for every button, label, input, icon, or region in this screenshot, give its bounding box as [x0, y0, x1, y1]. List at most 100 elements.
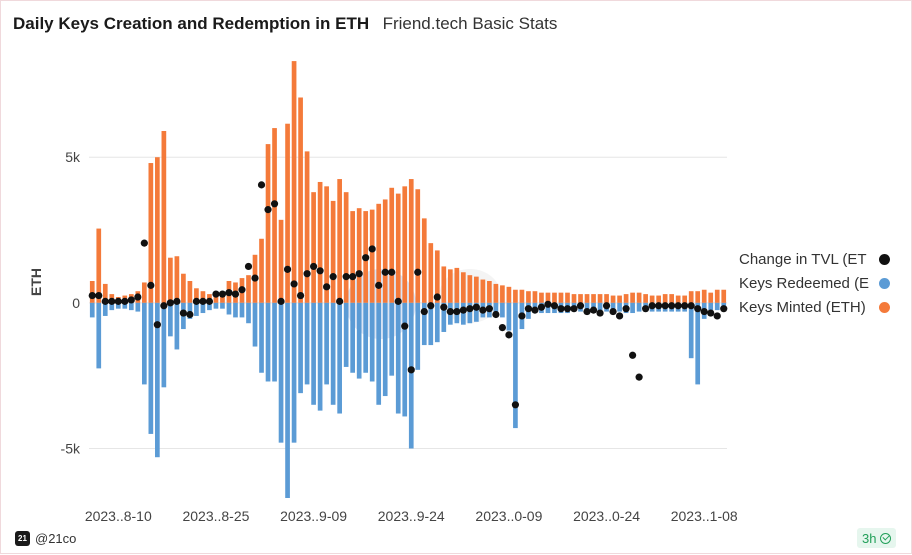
point-change-in-tvl — [238, 286, 246, 294]
point-change-in-tvl — [199, 297, 207, 305]
point-change-in-tvl — [681, 302, 689, 310]
bar-keys-minted — [584, 294, 590, 303]
point-change-in-tvl — [544, 300, 552, 308]
bar-keys-minted — [168, 257, 173, 303]
bar-keys-redeemed — [200, 302, 206, 314]
chart-title: Daily Keys Creation and Redemption in ET… — [13, 14, 370, 33]
point-change-in-tvl — [257, 181, 266, 189]
bar-keys-minted — [623, 294, 629, 303]
point-change-in-tvl — [707, 309, 715, 317]
point-change-in-tvl — [498, 324, 506, 332]
bar-keys-minted — [181, 273, 186, 303]
bar-keys-redeemed — [246, 302, 251, 324]
legend-item[interactable]: Keys Redeemed (E — [739, 271, 890, 295]
bar-keys-minted — [291, 61, 297, 303]
bar-keys-minted — [467, 275, 473, 303]
x-tick-label: 2023..9-09 — [280, 508, 347, 524]
point-change-in-tvl — [147, 281, 155, 289]
bar-keys-minted — [695, 291, 701, 303]
bar-keys-redeemed — [207, 302, 212, 311]
bar-keys-redeemed — [265, 302, 271, 382]
bar-keys-minted — [102, 283, 108, 303]
bar-keys-minted — [382, 199, 388, 303]
bar-keys-redeemed — [233, 302, 238, 318]
legend-item[interactable]: Keys Minted (ETH) — [739, 295, 890, 319]
bar-keys-minted — [701, 289, 707, 303]
check-circle-icon — [880, 532, 892, 544]
bar-keys-minted — [662, 294, 668, 303]
bar-keys-minted — [688, 291, 694, 303]
bar-keys-minted — [285, 123, 290, 303]
bar-keys-minted — [558, 292, 564, 303]
point-change-in-tvl — [375, 281, 383, 289]
bar-keys-minted — [643, 294, 648, 303]
bar-keys-minted — [246, 275, 251, 303]
bar-keys-redeemed — [239, 302, 245, 318]
point-change-in-tvl — [557, 305, 565, 313]
bar-keys-minted — [545, 292, 551, 303]
legend-swatch-icon — [879, 277, 890, 289]
point-change-in-tvl — [661, 302, 669, 310]
bar-keys-redeemed — [304, 302, 310, 385]
point-change-in-tvl — [492, 310, 500, 319]
point-change-in-tvl — [186, 310, 194, 319]
bar-keys-redeemed — [408, 302, 414, 449]
point-change-in-tvl — [589, 306, 598, 314]
bar-keys-redeemed — [617, 302, 622, 312]
x-tick-label: 2023..0-09 — [475, 508, 542, 524]
point-change-in-tvl — [394, 297, 402, 305]
point-change-in-tvl — [329, 273, 337, 281]
bar-keys-minted — [174, 256, 180, 303]
point-change-in-tvl — [518, 312, 526, 320]
bar-keys-redeemed — [421, 302, 427, 346]
bar-keys-minted — [682, 295, 688, 303]
bar-keys-redeemed — [708, 302, 714, 311]
bar-keys-minted — [200, 291, 206, 303]
bar-keys-minted — [141, 282, 147, 303]
bar-keys-redeemed — [311, 302, 316, 405]
point-change-in-tvl — [388, 268, 396, 276]
bar-keys-minted — [376, 203, 382, 303]
chart-subtitle[interactable]: Friend.tech Basic Stats — [382, 14, 558, 33]
bar-keys-minted — [220, 295, 225, 303]
bar-keys-minted — [552, 292, 557, 303]
point-change-in-tvl — [694, 305, 702, 313]
refresh-age-badge[interactable]: 3h — [857, 528, 897, 548]
bar-keys-redeemed — [272, 302, 277, 382]
bar-keys-minted — [343, 192, 349, 303]
point-change-in-tvl — [127, 296, 135, 304]
point-change-in-tvl — [414, 268, 422, 276]
bar-keys-redeemed — [330, 302, 336, 405]
bar-keys-minted — [265, 144, 271, 303]
bar-keys-redeemed — [428, 302, 434, 346]
point-change-in-tvl — [192, 297, 201, 305]
bar-keys-redeemed — [161, 302, 167, 388]
bar-keys-redeemed — [278, 302, 284, 443]
point-change-in-tvl — [101, 297, 109, 305]
bar-keys-minted — [441, 266, 447, 303]
bar-keys-redeemed — [89, 302, 95, 318]
point-change-in-tvl — [674, 302, 682, 310]
x-tick-label: 2023..9-24 — [378, 508, 445, 524]
point-change-in-tvl — [687, 302, 695, 310]
point-change-in-tvl — [615, 312, 624, 320]
footer-attribution[interactable]: 21 @21co — [15, 531, 76, 546]
chart-header: Daily Keys Creation and Redemption in ET… — [13, 14, 557, 34]
point-change-in-tvl — [218, 290, 227, 298]
y-tick-label: 0 — [72, 295, 80, 311]
legend-item[interactable]: Change in TVL (ET — [739, 247, 890, 271]
point-change-in-tvl — [88, 291, 96, 300]
bar-keys-redeemed — [714, 302, 720, 311]
bar-keys-redeemed — [155, 302, 160, 458]
bar-keys-redeemed — [506, 302, 512, 331]
point-change-in-tvl — [609, 307, 617, 316]
bar-keys-redeemed — [395, 302, 401, 414]
author-name[interactable]: @21co — [35, 531, 77, 546]
point-change-in-tvl — [511, 401, 520, 409]
point-change-in-tvl — [231, 290, 240, 298]
bar-keys-minted — [597, 294, 603, 303]
bar-keys-redeemed — [441, 302, 447, 332]
point-change-in-tvl — [563, 305, 572, 313]
